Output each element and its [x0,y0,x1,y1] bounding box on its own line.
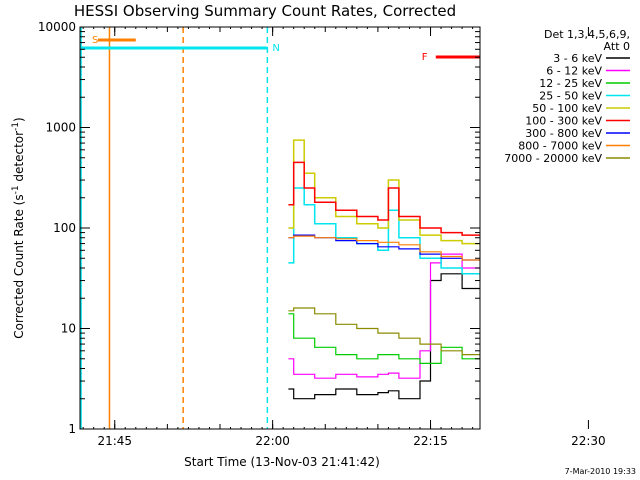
x-tick-label: 21:45 [97,434,132,448]
series-line-5 [288,161,480,236]
legend-label-7: 800 - 7000 keV [518,140,602,153]
legend-label-5: 100 - 300 keV [525,115,602,128]
x-tick-label: 22:00 [255,434,290,448]
series-layer [288,139,480,400]
y-tick-label: 10 [61,322,76,336]
legend-label-4: 50 - 100 keV [532,102,602,115]
series-line-6 [288,234,480,261]
series-line-2 [288,313,480,364]
legend-label-2: 12 - 25 keV [539,77,602,90]
annotation-layer: S N F [80,27,480,429]
legend-label-8: 7000 - 20000 keV [504,152,602,165]
series-line-7 [288,235,480,261]
legend-label-0: 3 - 6 keV [553,52,602,65]
saa-label: S [92,35,98,46]
y-axis-label-sup2: -1 [11,122,21,131]
series-line-1 [288,253,480,379]
legend-label-3: 25 - 50 keV [539,90,602,103]
y-tick-label: 1000 [45,121,76,135]
legend-header-1: Det 1,3,4,5,6,9, [544,28,630,41]
y-axis: 1 10 100 1000 10000 [38,20,480,436]
chart-title: HESSI Observing Summary Count Rates, Cor… [74,2,456,20]
series-line-8 [288,307,480,356]
series-line-0 [288,273,480,400]
y-axis-label-part3: ) [12,117,26,122]
legend-label-1: 6 - 12 keV [546,65,602,78]
y-axis-label-sup1: -1 [11,185,21,194]
legend-label-6: 300 - 800 keV [525,127,602,140]
y-tick-label: 1 [68,422,76,436]
x-tick-label: 22:15 [413,434,448,448]
y-axis-label-part1: Corrected Count Rate (s [12,194,26,338]
y-tick-label: 100 [53,221,76,235]
night-label: N [272,43,279,54]
footer-timestamp: 7-Mar-2010 19:33 [565,467,636,476]
legend-header-2: Att 0 [604,40,630,53]
flare-label: F [422,52,428,63]
y-axis-label: Corrected Count Rate (s-1 detector-1) [11,117,26,338]
y-tick-label: 10000 [38,20,76,34]
x-tick-label: 22:30 [571,434,606,448]
x-axis-label: Start Time (13-Nov-03 21:41:42) [184,455,380,469]
y-axis-label-part2: detector [12,131,26,186]
